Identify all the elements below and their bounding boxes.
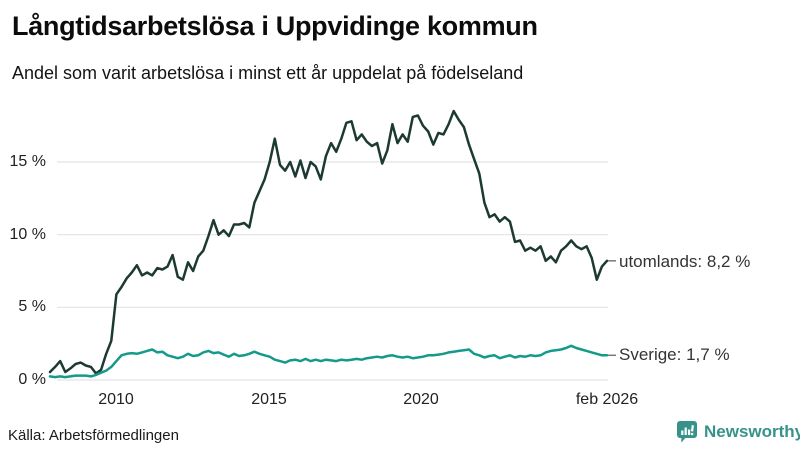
y-axis-tick-label: 10 % (9, 226, 46, 243)
newsworthy-logo-icon (676, 420, 698, 444)
series-line-utomlands (48, 109, 609, 375)
chart-title: Långtidsarbetslösa i Uppvidinge kommun (12, 11, 538, 41)
x-axis-tick-label: 2015 (251, 391, 287, 408)
source-attribution: Källa: Arbetsförmedlingen (8, 427, 179, 444)
series-line-sverige (48, 344, 609, 379)
x-axis-tick-label: feb 2026 (575, 391, 639, 408)
chart-subtitle: Andel som varit arbetslösa i minst ett å… (12, 63, 524, 83)
x-axis-tick-label: 2010 (98, 391, 134, 408)
y-axis-tick-label: 0 % (18, 371, 46, 388)
newsworthy-brand-name: Newsworthy (704, 422, 800, 441)
y-axis-tick-label: 15 % (9, 153, 46, 170)
newsworthy-brand: Newsworthy (676, 420, 800, 444)
series-end-label-utomlands: utomlands: 8,2 % (619, 252, 751, 271)
x-axis-tick-label: 2020 (403, 391, 439, 408)
y-axis-tick-label: 5 % (18, 298, 46, 315)
series-end-label-sverige: Sverige: 1,7 % (619, 345, 730, 364)
